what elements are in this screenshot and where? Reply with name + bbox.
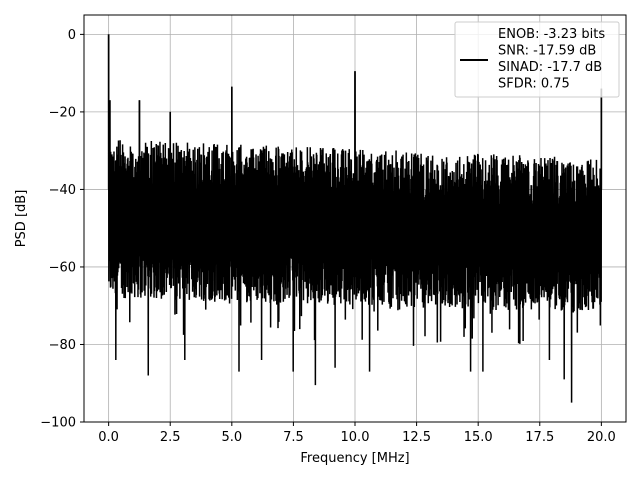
- legend: ENOB: -3.23 bits SNR: -17.59 dB SINAD: -…: [454, 21, 620, 98]
- x-tick-label: 17.5: [525, 430, 554, 445]
- y-tick-label: −100: [40, 416, 76, 431]
- legend-snr: SNR: -17.59 dB: [498, 44, 596, 59]
- legend-sinad: SINAD: -17.7 dB: [498, 60, 602, 75]
- legend-box: [454, 21, 620, 98]
- plot-area: [107, 34, 603, 403]
- x-tick-label: 2.5: [160, 430, 181, 445]
- x-ticks: 0.0 2.5 5.0 7.5 10.0 12.5 15.0 17.5 20.0: [98, 422, 616, 445]
- x-tick-label: 12.5: [402, 430, 431, 445]
- psd-series-line: [107, 34, 603, 403]
- x-tick-label: 10.0: [341, 430, 370, 445]
- y-axis-label: PSD [dB]: [14, 190, 29, 248]
- y-tick-label: 0: [68, 28, 76, 43]
- y-tick-label: −80: [49, 338, 76, 353]
- x-tick-label: 5.0: [221, 430, 242, 445]
- x-axis-label: Frequency [MHz]: [300, 451, 409, 466]
- x-tick-label: 20.0: [587, 430, 616, 445]
- y-tick-label: −40: [49, 183, 76, 198]
- x-tick-label: 15.0: [464, 430, 493, 445]
- legend-enob: ENOB: -3.23 bits: [498, 27, 605, 42]
- x-tick-label: 0.0: [98, 430, 119, 445]
- y-tick-label: −60: [49, 260, 76, 275]
- y-tick-label: −20: [49, 105, 76, 120]
- x-tick-label: 7.5: [283, 430, 304, 445]
- y-ticks: 0 −20 −40 −60 −80 −100: [40, 28, 84, 431]
- legend-sfdr: SFDR: 0.75: [498, 77, 570, 92]
